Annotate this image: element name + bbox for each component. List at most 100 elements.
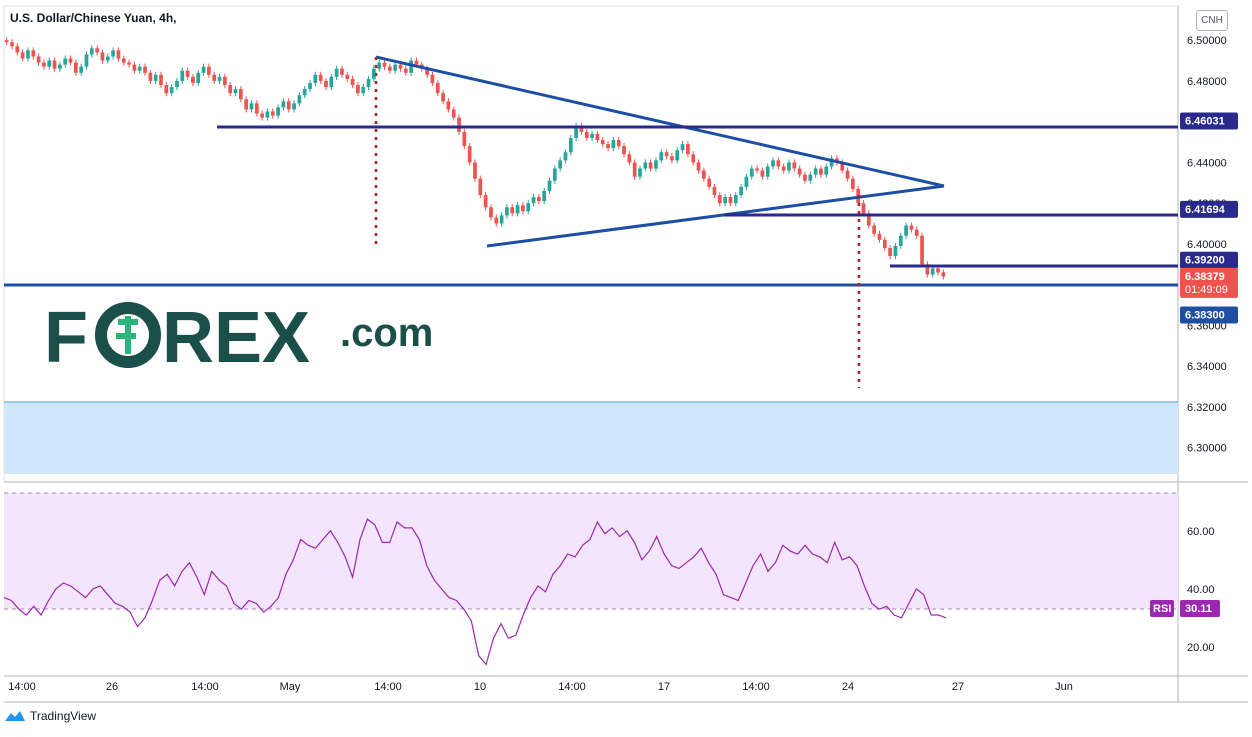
candle-body (829, 158, 834, 167)
candle-body (563, 152, 568, 161)
footer-brand[interactable]: TradingView (30, 709, 97, 723)
candle-body (329, 76, 334, 88)
candle-body (191, 76, 195, 83)
candle-body (728, 197, 733, 204)
price-tick-label: 6.32000 (1187, 402, 1227, 414)
candle-body (744, 176, 749, 187)
candle-body (281, 101, 286, 108)
candle-body (898, 235, 903, 246)
price-tag-box (1180, 112, 1238, 130)
candle-body (366, 78, 371, 88)
candle-body (526, 203, 531, 212)
candle-body (100, 52, 105, 61)
candle-body (739, 186, 743, 196)
candle-body (627, 154, 632, 163)
candle-body (148, 72, 153, 81)
rsi-tick-label: 60.00 (1187, 526, 1215, 538)
candle-body (749, 168, 754, 177)
price-tick-label: 6.50000 (1187, 35, 1227, 47)
currency-button[interactable]: CNH (1196, 10, 1228, 31)
candle-body (616, 140, 621, 147)
candle-body (643, 162, 648, 169)
candle-body (217, 76, 222, 81)
candle-body (819, 168, 823, 175)
triangle-upper-trendline[interactable] (375, 55, 945, 188)
candle-body (781, 166, 786, 171)
candle-body (489, 207, 493, 218)
candle-body (760, 170, 765, 177)
candle-body (159, 74, 163, 86)
candle-body (510, 207, 515, 214)
time-tick-label: 14:00 (742, 681, 770, 693)
candle-body (164, 85, 169, 94)
candle-body (659, 152, 664, 161)
candle-body (494, 217, 499, 224)
candle-body (89, 48, 94, 55)
rsi-label: RSI (1153, 603, 1171, 615)
price-tag-box (1180, 200, 1238, 218)
candle-body (260, 113, 264, 118)
triangle-lower-trendline[interactable] (486, 184, 945, 248)
time-tick-label: 10 (474, 681, 486, 693)
candle-body (84, 54, 89, 67)
candle-body (920, 235, 924, 265)
time-axis[interactable]: 14:00 26 14:00 May 14:00 10 14:00 17 14:00 24 27 Ju… (8, 681, 1073, 693)
candle-body (590, 133, 594, 138)
candle-body (877, 233, 882, 240)
logo-letters-rex: REX (162, 298, 310, 378)
candle-body (861, 203, 866, 214)
candle-body (409, 60, 413, 73)
candle-body (648, 162, 653, 169)
candle-body (425, 68, 429, 75)
price-axis[interactable]: 6.500006.480006.440006.420006.400006.360… (1187, 35, 1227, 454)
candle-body (228, 85, 233, 94)
candle-body (542, 190, 547, 202)
candle-body (270, 111, 275, 116)
candle-body (403, 68, 408, 73)
candle-body (212, 74, 217, 81)
candle-body (292, 103, 296, 110)
candle-body (771, 160, 775, 167)
candle-body (244, 99, 249, 110)
candle-body (398, 64, 403, 69)
price-tick-label: 6.44000 (1187, 157, 1227, 169)
candle-body (382, 62, 387, 67)
time-tick-label: May (280, 681, 301, 693)
candle-body (207, 66, 211, 75)
candle-body (803, 174, 807, 181)
time-tick-label: 14:00 (8, 681, 36, 693)
candle-body (15, 46, 20, 53)
candle-body (930, 268, 935, 275)
candle-body (505, 207, 509, 216)
candle-body (787, 162, 791, 171)
candle-body (584, 131, 589, 138)
logo-coin-mark (116, 316, 138, 354)
candle-body (451, 109, 456, 118)
candle-body (696, 162, 701, 171)
logo-coin-icon (95, 302, 161, 368)
candle-body (377, 62, 382, 69)
candle-body (4, 40, 9, 43)
candle-body (755, 168, 759, 171)
candle-body (936, 268, 940, 273)
candle-body (462, 131, 467, 147)
candle-body (196, 72, 201, 83)
candle-body (723, 197, 727, 204)
candle-body (73, 62, 78, 73)
candle-body (324, 80, 328, 88)
candle-body (866, 213, 871, 226)
time-tick-label: 14:00 (558, 681, 586, 693)
candle-body (132, 64, 137, 71)
candle-body (95, 48, 99, 53)
rsi-axis[interactable]: 60.00 40.00 20.00 (1187, 526, 1215, 654)
candle-body (302, 89, 307, 96)
candle-body (600, 140, 605, 145)
candle-body (121, 58, 126, 63)
price-tag-label: 6.39200 (1185, 255, 1225, 267)
rsi-tag: RSI 30.11 (1150, 600, 1220, 617)
rsi-line (3, 518, 947, 666)
candle-body (568, 137, 573, 153)
candle-body (467, 146, 472, 163)
